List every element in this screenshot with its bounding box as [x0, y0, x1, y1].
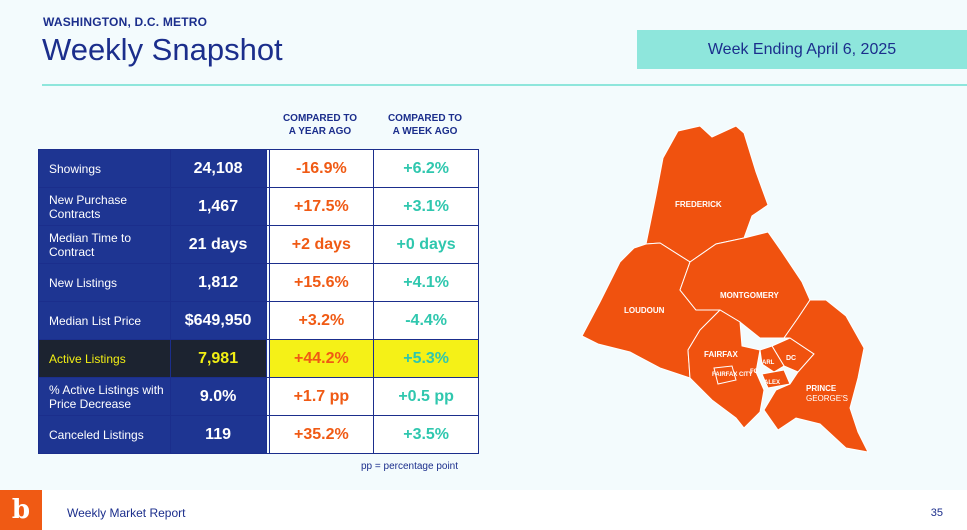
map-label-fairfax-city: FAIRFAX CITY: [712, 372, 753, 378]
metric-label: Active Listings: [38, 339, 171, 378]
metric-value: 9.0%: [169, 377, 267, 416]
metric-label: New Purchase Contracts: [38, 187, 171, 226]
metric-label: New Listings: [38, 263, 171, 302]
table-row: Canceled Listings 119 +35.2% +3.5%: [38, 415, 479, 454]
metric-label: Canceled Listings: [38, 415, 171, 454]
footnote-pp: pp = percentage point: [361, 461, 459, 472]
map-region-prince-georges: [763, 299, 869, 453]
metric-label: Showings: [38, 149, 171, 188]
map-label-arl: ARL: [762, 360, 775, 366]
map-region-frederick: [645, 125, 769, 263]
column-header-year-ago-text: COMPARED TO A YEAR AGO: [282, 113, 358, 137]
metric-label: % Active Listings with Price Decrease: [38, 377, 171, 416]
year-change: +3.2%: [268, 301, 375, 340]
metric-value: 1,467: [169, 187, 267, 226]
metric-value: 119: [169, 415, 267, 454]
year-change: +15.6%: [268, 263, 375, 302]
table-row: New Listings 1,812 +15.6% +4.1%: [38, 263, 479, 302]
title-divider: [42, 84, 967, 86]
table-row: Median Time to Contract 21 days +2 days +0 …: [38, 225, 479, 264]
table-row: Active Listings 7,981 +44.2% +5.3%: [38, 339, 479, 378]
week-change: +0.5 pp: [373, 377, 479, 416]
map-region-arlington: [759, 345, 785, 373]
metric-value: 1,812: [169, 263, 267, 302]
column-header-week-ago: COMPARED TO A WEEK AGO: [375, 112, 475, 138]
week-change: +3.1%: [373, 187, 479, 226]
metric-label: Median List Price: [38, 301, 171, 340]
week-change: +3.5%: [373, 415, 479, 454]
year-change: +35.2%: [268, 415, 375, 454]
metric-value: 24,108: [169, 149, 267, 188]
dc-metro-map: FREDERICK LOUDOUN MONTGOMERY FAIRFAX FAI…: [581, 125, 869, 453]
column-header-year-ago: COMPARED TO A YEAR AGO: [270, 112, 370, 138]
year-change: +44.2%: [268, 339, 375, 378]
map-label-frederick: FREDERICK: [675, 200, 722, 209]
metric-value: 7,981: [169, 339, 267, 378]
week-change: +6.2%: [373, 149, 479, 188]
week-ending-badge: Week Ending April 6, 2025: [637, 30, 967, 69]
map-shapes: [581, 125, 869, 453]
map-label-loudoun: LOUDOUN: [624, 306, 665, 315]
snapshot-table: Showings 24,108 -16.9% +6.2% New Purchase Co…: [38, 149, 479, 454]
week-change: +4.1%: [373, 263, 479, 302]
year-change: -16.9%: [268, 149, 375, 188]
map-region-fairfax-city: [713, 365, 737, 385]
map-label-dc: DC: [786, 355, 796, 362]
table-row: New Purchase Contracts 1,467 +17.5% +3.1%: [38, 187, 479, 226]
metric-label: Median Time to Contract: [38, 225, 171, 264]
map-label-prince: PRINCE: [806, 384, 837, 393]
brand-logo: b: [0, 490, 42, 530]
week-change: +5.3%: [373, 339, 479, 378]
week-change: -4.4%: [373, 301, 479, 340]
metric-value: 21 days: [169, 225, 267, 264]
year-change: +1.7 pp: [268, 377, 375, 416]
map-label-montgomery: MONTGOMERY: [720, 291, 779, 300]
map-label-georges: GEORGE'S: [806, 394, 848, 403]
page-number: 35: [930, 507, 943, 519]
table-row: % Active Listings with Price Decrease 9.0…: [38, 377, 479, 416]
year-change: +2 days: [268, 225, 375, 264]
year-change: +17.5%: [268, 187, 375, 226]
footer-report-name: Weekly Market Report: [67, 506, 186, 520]
page-title: Weekly Snapshot: [42, 32, 283, 67]
map-label-fc: FC: [750, 369, 759, 375]
table-row: Showings 24,108 -16.9% +6.2%: [38, 149, 479, 188]
metric-value: $649,950: [169, 301, 267, 340]
column-header-week-ago-text: COMPARED TO A WEEK AGO: [387, 113, 463, 137]
table-row: Median List Price $649,950 +3.2% -4.4%: [38, 301, 479, 340]
map-label-alex: ALEX: [764, 380, 780, 386]
week-change: +0 days: [373, 225, 479, 264]
map-label-fairfax: FAIRFAX: [704, 350, 738, 359]
region-label: WASHINGTON, D.C. METRO: [43, 15, 208, 29]
